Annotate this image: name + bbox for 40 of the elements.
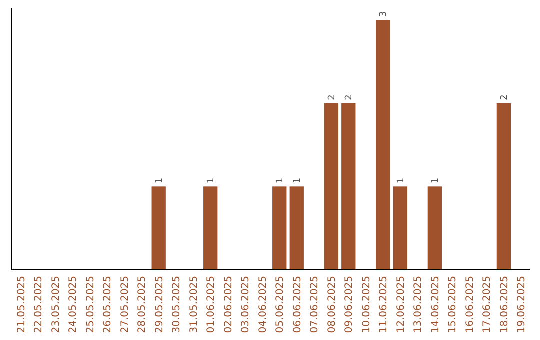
x-tick-label: 06.06.2025 [292,276,304,334]
x-tick-label: 24.05.2025 [68,276,80,334]
x-tick-label: 01.06.2025 [206,276,218,334]
x-tick-label: 26.05.2025 [102,276,114,334]
x-tick-label: 09.06.2025 [344,276,356,334]
x-tick-label: 19.06.2025 [516,276,528,334]
x-tick-label: 27.05.2025 [120,276,131,334]
x-tick-label: 29.05.2025 [154,276,166,334]
x-tick-label: 02.06.2025 [223,276,234,334]
data-label: 1 [276,178,286,184]
x-tick-label: 21.05.2025 [16,276,28,334]
data-label: 1 [154,178,165,184]
x-tick-label: 17.06.2025 [482,276,494,334]
x-tick-label: 11.06.2025 [378,276,390,334]
x-tick-label: 10.06.2025 [361,276,372,334]
x-tick-label: 08.06.2025 [326,276,338,334]
x-tick-label: 04.06.2025 [258,276,269,334]
data-label: 1 [206,178,217,184]
x-tick-label: 30.05.2025 [172,276,183,334]
x-tick-label: 22.05.2025 [34,276,45,334]
data-label: 2 [327,94,338,100]
data-label: 2 [344,94,355,100]
x-tick-label: 03.06.2025 [240,276,252,334]
x-tick-label: 07.06.2025 [310,276,321,334]
x-tick-label: 31.05.2025 [188,276,200,334]
data-label: 2 [500,94,510,100]
x-tick-label: 18.06.2025 [499,276,510,334]
x-tick-label: 15.06.2025 [448,276,459,334]
data-label: 3 [379,11,390,17]
data-label: 1 [292,178,303,184]
x-tick-label: 13.06.2025 [413,276,424,334]
x-tick-label: 05.06.2025 [275,276,286,334]
x-tick-label: 28.05.2025 [137,276,148,334]
x-tick-label: 16.06.2025 [464,276,476,334]
x-tick-label: 23.05.2025 [50,276,62,334]
x-tick-label: 12.06.2025 [396,276,407,334]
data-label: 1 [430,178,441,184]
data-label: 1 [396,178,406,184]
x-tick-label: 14.06.2025 [430,276,442,334]
x-tick-label: 25.05.2025 [85,276,96,334]
